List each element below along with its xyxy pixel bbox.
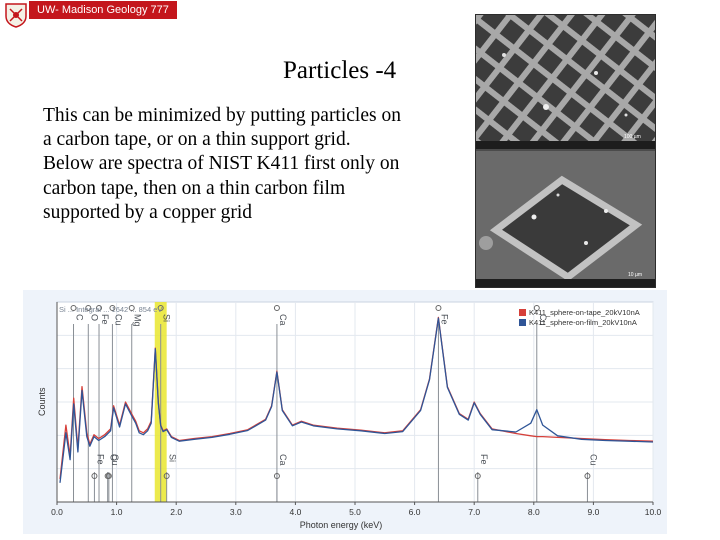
sem-top-image: 100 µm <box>476 15 655 149</box>
marker-circle <box>435 305 442 311</box>
x-tick-label: 4.0 <box>289 507 301 517</box>
header-banner: UW- Madison Geology 777 <box>29 1 177 19</box>
chart-y-label: Counts <box>37 387 47 416</box>
marker-circle <box>91 473 98 479</box>
spectrum-chart-panel: C O Fe Cu Mg Si Ca Fe Cu Fe O Cu Ca Fe Cu Si 0.0 1.0 2.0 3… <box>23 290 667 534</box>
marker-circle <box>85 305 92 311</box>
marker-label: Fe <box>95 454 105 465</box>
marker-label: O <box>109 454 119 461</box>
marker-circle <box>128 305 135 311</box>
x-tick-label: 7.0 <box>468 507 480 517</box>
legend-label: K411_sphere-on-tape_20kV10nA <box>529 308 640 317</box>
marker-circle <box>70 305 77 311</box>
series-line-2 <box>59 317 654 483</box>
marker-circle <box>96 305 103 311</box>
x-tick-label: 5.0 <box>349 507 361 517</box>
sem-bottom-image: 10 µm <box>476 151 655 287</box>
marker-label: O <box>89 314 99 321</box>
marker-label: Cu <box>110 454 120 466</box>
slide-title: Particles -4 <box>283 57 397 84</box>
legend-swatch <box>519 319 526 326</box>
legend-label: K411_sphere-on-film_20kV10nA <box>529 318 637 327</box>
marker-label: Fe <box>479 454 489 465</box>
chart-series <box>59 316 654 483</box>
marker-label: Si <box>162 314 172 322</box>
marker-label: Fe <box>100 314 110 325</box>
x-tick-label: 6.0 <box>409 507 421 517</box>
sem-micrograph-panel: 100 µm 10 µm <box>475 14 656 288</box>
marker-label: Ca <box>278 314 288 326</box>
marker-circle <box>273 473 280 479</box>
marker-circle <box>109 305 116 311</box>
chart-legend: K411_sphere-on-tape_20kV10nAK411_sphere-… <box>519 308 640 327</box>
marker-label: Cu <box>113 314 123 326</box>
chart-info-text: Si ... Integral ... 1642 ... 854 eV <box>59 305 162 314</box>
marker-label: Si <box>168 454 178 462</box>
sem-bottom-scale: 10 µm <box>628 272 642 278</box>
uw-crest-logo <box>5 3 27 28</box>
x-tick-label: 9.0 <box>587 507 599 517</box>
body-text: This can be minimized by putting particl… <box>43 105 401 223</box>
marker-label: C <box>75 314 85 321</box>
marker-circle <box>157 305 164 311</box>
sem-top-scale: 100 µm <box>624 134 641 140</box>
x-tick-label: 2.0 <box>170 507 182 517</box>
marker-circle <box>474 473 481 479</box>
x-tick-label: 3.0 <box>230 507 242 517</box>
marker-circle <box>163 473 170 479</box>
x-tick-label: 1.0 <box>111 507 123 517</box>
x-tick-label: 10.0 <box>645 507 662 517</box>
chart-x-label: Photon energy (keV) <box>300 520 383 530</box>
marker-circle <box>584 473 591 479</box>
x-tick-label: 8.0 <box>528 507 540 517</box>
marker-label: Cu <box>588 454 598 466</box>
marker-circle <box>273 305 280 311</box>
marker-label: Fe <box>439 314 449 325</box>
legend-swatch <box>519 309 526 316</box>
chart-axes: 0.0 1.0 2.0 3.0 4.0 5.0 6.0 7.0 8.0 9.0 10.0 <box>51 302 662 517</box>
marker-label: Ca <box>278 454 288 466</box>
marker-circle <box>105 473 112 479</box>
x-tick-label: 0.0 <box>51 507 63 517</box>
marker-label: Mg <box>133 314 143 327</box>
marker-circle <box>533 305 540 311</box>
marker-label: Cu <box>538 314 548 326</box>
chart-grid <box>56 301 654 503</box>
